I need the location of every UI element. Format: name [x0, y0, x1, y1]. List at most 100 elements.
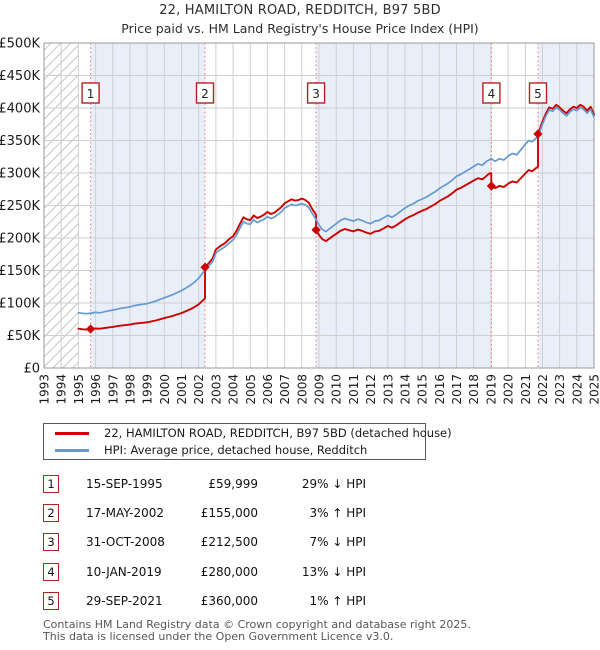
x-tick-label: 2002	[192, 374, 206, 405]
sale-hpi-diff: 13% ↓ HPI	[301, 564, 366, 579]
sale-marker-diamond[interactable]	[533, 129, 543, 139]
sale-number-box-label: 5	[534, 87, 542, 101]
x-tick-label: 1999	[141, 374, 155, 405]
sale-number-badge: 4	[43, 562, 59, 581]
sale-number-badge: 2	[43, 504, 59, 523]
sale-row: 4 10-JAN-2019 £280,000 13% ↓ HPI	[43, 557, 373, 586]
y-tick-label: £300K	[0, 167, 40, 182]
x-tick-label: 1998	[123, 374, 137, 405]
sale-number-box-label: 1	[87, 87, 95, 101]
price-chart[interactable]: 1 2 3 4 5 £0 £50K £100K £150K £200K £250K £300K £350…	[0, 0, 600, 420]
x-tick-label: 2021	[519, 374, 533, 405]
sale-marker-diamond[interactable]	[486, 181, 496, 191]
x-tick-label: 2020	[502, 374, 516, 405]
hpi-line[interactable]	[77, 106, 595, 315]
property-price-line[interactable]	[77, 103, 595, 331]
sale-date: 29-SEP-2021	[86, 594, 163, 609]
sale-price: £59,999	[208, 476, 258, 491]
legend-row-property: 22, HAMILTON ROAD, REDDITCH, B97 5BD (de…	[44, 426, 452, 440]
sale-marker-diamond[interactable]	[85, 324, 96, 334]
y-tick-label: £50K	[7, 329, 41, 344]
y-tick-label: £400K	[0, 102, 40, 117]
y-tick-label: £0	[23, 362, 40, 377]
x-tick-label: 1997	[106, 374, 120, 405]
sale-date: 31-OCT-2008	[86, 535, 165, 550]
sale-hpi-diff: 7% ↓ HPI	[309, 535, 366, 550]
sale-row: 3 31-OCT-2008 £212,500 7% ↓ HPI	[43, 528, 373, 557]
x-tick-label: 2008	[295, 374, 309, 405]
y-tick-label: £100K	[0, 297, 40, 312]
sale-row: 2 17-MAY-2002 £155,000 3% ↑ HPI	[43, 498, 373, 527]
sale-number-box	[482, 82, 501, 104]
sale-hpi-diff: 29% ↓ HPI	[301, 476, 366, 491]
x-tick-label: 1993	[38, 374, 52, 405]
sale-number-box-label: 2	[201, 87, 209, 101]
y-tick-label: £200K	[0, 232, 40, 247]
x-tick-label: 2004	[227, 374, 241, 405]
sale-marker-diamond[interactable]	[200, 262, 210, 272]
sale-price: £212,500	[200, 535, 258, 550]
sale-date: 10-JAN-2019	[86, 564, 162, 579]
footer-line-1: Contains HM Land Registry data © Crown c…	[43, 618, 471, 631]
x-tick-label: 1994	[55, 374, 69, 405]
x-tick-label: 2003	[209, 374, 223, 405]
x-tick-label: 1995	[72, 374, 86, 405]
sale-price: £360,000	[200, 594, 258, 609]
property-line-swatch	[55, 431, 89, 435]
sale-hpi-diff: 3% ↑ HPI	[309, 506, 366, 521]
sale-number-box-label: 3	[312, 87, 320, 101]
x-tick-label: 2006	[261, 374, 275, 405]
x-tick-label: 2001	[175, 374, 189, 405]
x-tick-label: 2016	[433, 374, 447, 405]
x-tick-label: 2010	[330, 374, 344, 405]
property-legend-label: 22, HAMILTON ROAD, REDDITCH, B97 5BD (de…	[104, 426, 452, 440]
y-tick-label: £150K	[0, 264, 40, 279]
x-tick-label: 2019	[484, 374, 498, 405]
sale-hpi-diff: 1% ↑ HPI	[309, 594, 366, 609]
sales-table: 1 15-SEP-1995 £59,999 29% ↓ HPI 2 17-MAY-2002…	[43, 469, 373, 616]
sale-number-badge: 3	[43, 533, 59, 552]
sale-marker-diamond[interactable]	[311, 225, 321, 235]
x-tick-label: 2025	[588, 374, 600, 405]
x-tick-label: 2005	[244, 374, 258, 405]
sale-price: £155,000	[200, 506, 258, 521]
sale-number-box	[306, 82, 326, 104]
sale-row: 5 29-SEP-2021 £360,000 1% ↑ HPI	[43, 587, 373, 616]
x-tick-label: 2009	[313, 374, 327, 405]
x-tick-label: 2022	[536, 374, 550, 405]
x-tick-label: 2015	[416, 374, 430, 405]
y-tick-label: £450K	[0, 69, 40, 84]
y-tick-label: £350K	[0, 134, 40, 149]
y-tick-label: £500K	[0, 37, 40, 52]
x-tick-label: 2011	[347, 374, 361, 405]
x-tick-label: 2013	[381, 374, 395, 405]
sale-number-box	[195, 82, 215, 104]
x-tick-label: 2012	[364, 374, 378, 405]
sale-row: 1 15-SEP-1995 £59,999 29% ↓ HPI	[43, 469, 373, 498]
y-tick-label: £250K	[0, 199, 40, 214]
footer-line-2: This data is licensed under the Open Gov…	[43, 629, 394, 643]
plot-border	[43, 42, 595, 369]
x-tick-label: 2007	[278, 374, 292, 405]
sale-date: 17-MAY-2002	[86, 506, 165, 521]
x-tick-label: 2018	[467, 374, 481, 405]
chart-legend: 22, HAMILTON ROAD, REDDITCH, B97 5BD (de…	[43, 423, 452, 460]
sale-price: £280,000	[200, 564, 258, 579]
sale-date: 15-SEP-1995	[86, 476, 163, 491]
x-tick-label: 2024	[570, 374, 584, 405]
sale-number-badge: 1	[43, 474, 59, 493]
x-tick-label: 2017	[450, 374, 464, 405]
x-tick-label: 2023	[553, 374, 567, 405]
legend-row-hpi: HPI: Average price, detached house, Redd…	[44, 443, 425, 457]
sale-number-box-label: 4	[488, 87, 496, 101]
chart-title: 22, HAMILTON ROAD, REDDITCH, B97 5BD	[159, 3, 441, 18]
x-tick-label: 1996	[89, 374, 103, 405]
hpi-legend-label: HPI: Average price, detached house, Redd…	[104, 443, 368, 457]
x-tick-label: 2014	[398, 374, 412, 405]
sale-number-badge: 5	[43, 592, 59, 611]
x-tick-label: 2000	[158, 374, 172, 405]
footer-note: Contains HM Land Registry data © Crown c…	[43, 619, 471, 642]
hpi-line-swatch	[55, 448, 89, 452]
chart-subtitle: Price paid vs. HM Land Registry's House …	[121, 21, 479, 36]
